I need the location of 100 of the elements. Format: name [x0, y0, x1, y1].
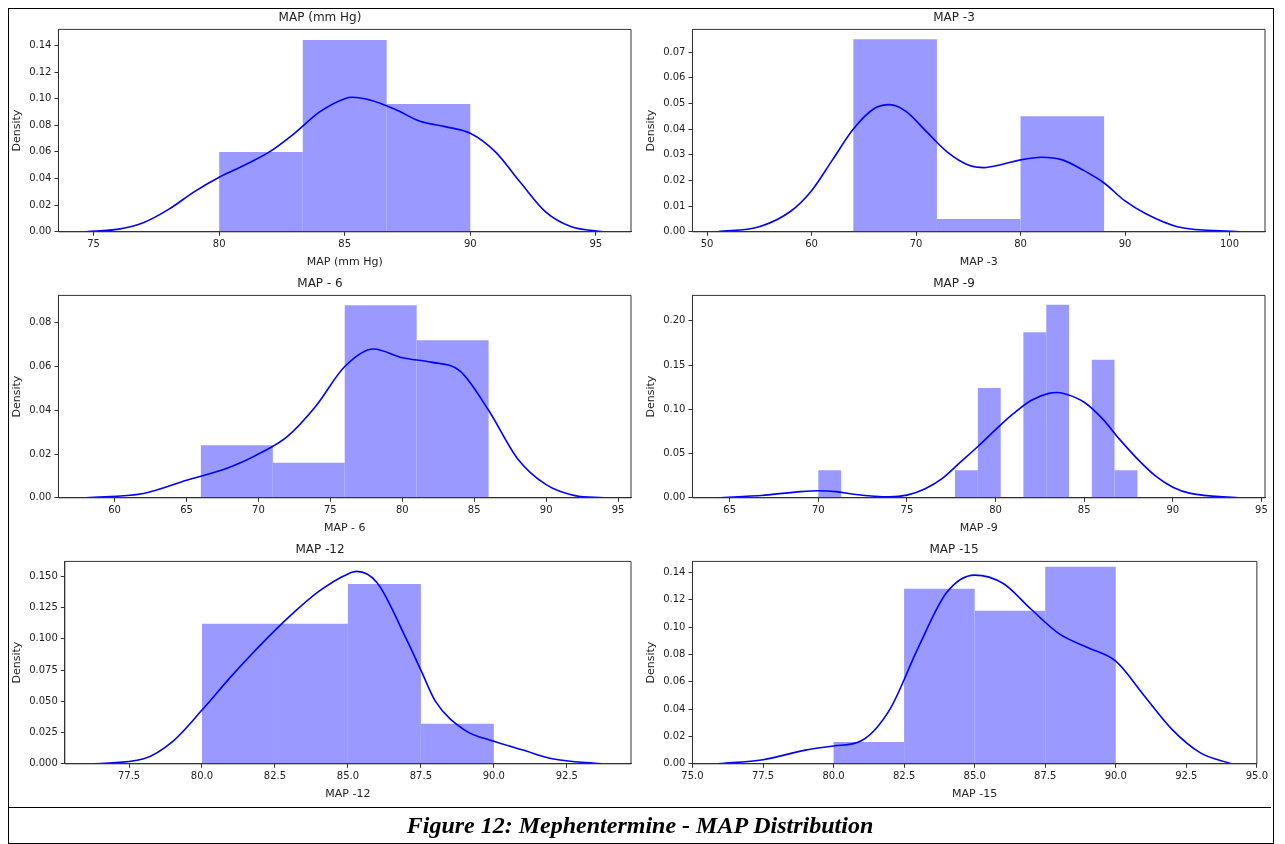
x-tick-label: 75 — [87, 238, 100, 250]
x-tick-label: 82.5 — [263, 770, 287, 782]
y-tick-label: 0.06 — [663, 71, 686, 83]
y-tick-label: 0.050 — [29, 694, 58, 706]
x-tick-label: 75 — [900, 504, 914, 516]
x-tick-label: 87.5 — [409, 770, 433, 782]
x-tick-label: 92.5 — [555, 770, 578, 782]
x-tick-label: 70 — [909, 238, 923, 250]
x-tick-label: 75 — [323, 504, 337, 516]
y-tick-label: 0.15 — [663, 358, 686, 370]
y-tick-label: 0.075 — [29, 663, 58, 675]
y-tick-label: 0.04 — [663, 122, 686, 134]
x-tick-label: 77.5 — [117, 770, 141, 782]
x-tick-label: 80.0 — [822, 770, 845, 782]
y-axis-title: Density — [10, 109, 24, 152]
chart-title: MAP -15 — [929, 542, 979, 557]
y-tick-label: 0.000 — [29, 757, 58, 769]
y-tick-label: 0.06 — [29, 145, 52, 157]
y-tick-label: 0.125 — [29, 601, 58, 613]
y-tick-label: 0.00 — [29, 225, 52, 237]
x-tick-label: 85.0 — [963, 770, 986, 782]
chart-title: MAP -9 — [933, 276, 975, 291]
y-axis-title: Density — [644, 375, 658, 418]
x-tick-label: 95 — [611, 504, 625, 516]
y-tick-label: 0.04 — [29, 172, 52, 184]
x-tick-label: 60 — [108, 504, 121, 516]
text: Figure 12: Mephentermine - MAP Distribution — [9, 807, 1271, 843]
y-tick-label: 0.025 — [29, 726, 58, 738]
y-tick-label: 0.00 — [663, 225, 686, 237]
x-tick-label: 90 — [539, 504, 553, 516]
x-tick-label: 85.0 — [336, 770, 360, 782]
x-tick-label: 80 — [1014, 238, 1027, 250]
y-tick-label: 0.20 — [663, 314, 686, 326]
y-tick-label: 0.150 — [29, 569, 58, 581]
x-tick-label: 80 — [395, 504, 409, 516]
y-tick-label: 0.00 — [663, 491, 686, 503]
y-axis-title: Density — [10, 375, 24, 418]
y-tick-label: 0.06 — [29, 360, 52, 372]
x-tick-label: 70 — [252, 504, 265, 516]
x-tick-label: 90.0 — [1104, 770, 1127, 782]
y-axis-title: Density — [644, 641, 658, 684]
x-tick-label: 90 — [463, 238, 477, 250]
x-axis-title: MAP -3 — [959, 255, 998, 269]
y-tick-label: 0.10 — [663, 620, 686, 632]
x-tick-label: 95 — [589, 238, 603, 250]
y-tick-label: 0.10 — [663, 402, 686, 414]
x-tick-label: 95.0 — [1245, 770, 1268, 782]
y-axis-title: Density — [10, 641, 24, 684]
y-tick-label: 0.02 — [29, 198, 52, 210]
y-tick-label: 0.02 — [663, 174, 686, 186]
x-axis-title: MAP -15 — [952, 787, 998, 801]
x-tick-label: 60 — [805, 238, 818, 250]
y-tick-label: 0.05 — [663, 447, 686, 459]
y-axis-title: Density — [644, 109, 658, 152]
y-tick-label: 0.14 — [29, 38, 52, 50]
x-tick-label: 82.5 — [892, 770, 916, 782]
x-tick-label: 75.0 — [681, 770, 704, 782]
x-tick-label: 70 — [811, 504, 825, 516]
x-tick-label: 92.5 — [1175, 770, 1198, 782]
y-tick-label: 0.12 — [663, 593, 686, 605]
x-axis-title: MAP -9 — [959, 521, 998, 535]
y-tick-label: 0.14 — [663, 565, 686, 577]
x-tick-label: 80 — [212, 238, 226, 250]
x-tick-label: 85 — [338, 238, 352, 250]
y-tick-label: 0.05 — [663, 96, 686, 108]
chart-title: MAP - 6 — [297, 276, 343, 291]
y-tick-label: 0.02 — [29, 447, 52, 459]
y-tick-label: 0.08 — [663, 647, 686, 659]
x-tick-label: 85 — [1077, 504, 1091, 516]
x-tick-label: 87.5 — [1034, 770, 1057, 782]
y-tick-label: 0.06 — [663, 675, 686, 687]
y-tick-label: 0.04 — [663, 702, 686, 714]
y-tick-label: 0.03 — [663, 148, 686, 160]
x-tick-label: 100 — [1219, 238, 1240, 250]
y-tick-label: 0.07 — [663, 45, 686, 57]
x-tick-label: 80 — [989, 504, 1002, 516]
x-tick-label: 90 — [1118, 238, 1132, 250]
x-axis-title: MAP (mm Hg) — [306, 255, 383, 269]
x-tick-label: 65 — [180, 504, 193, 516]
y-tick-label: 0.00 — [663, 757, 686, 769]
y-tick-label: 0.00 — [29, 491, 52, 503]
chart-title: MAP -3 — [933, 10, 975, 25]
y-tick-label: 0.01 — [663, 199, 686, 211]
y-tick-label: 0.08 — [29, 316, 52, 328]
y-tick-label: 0.02 — [663, 730, 686, 742]
x-axis-title: MAP - 6 — [323, 521, 366, 535]
x-tick-label: 90 — [1166, 504, 1180, 516]
x-tick-label: 95 — [1255, 504, 1268, 516]
x-axis-title: MAP -12 — [325, 787, 371, 801]
y-tick-label: 0.04 — [29, 403, 52, 415]
y-tick-label: 0.12 — [29, 65, 52, 77]
chart-title: MAP -12 — [295, 542, 345, 557]
x-tick-label: 90.0 — [482, 770, 505, 782]
x-tick-label: 80.0 — [190, 770, 214, 782]
x-tick-label: 85 — [467, 504, 481, 516]
y-tick-label: 0.100 — [29, 632, 58, 644]
x-tick-label: 65 — [723, 504, 737, 516]
chart-title: MAP (mm Hg) — [278, 10, 362, 25]
y-tick-label: 0.10 — [29, 92, 52, 104]
x-tick-label: 77.5 — [751, 770, 775, 782]
